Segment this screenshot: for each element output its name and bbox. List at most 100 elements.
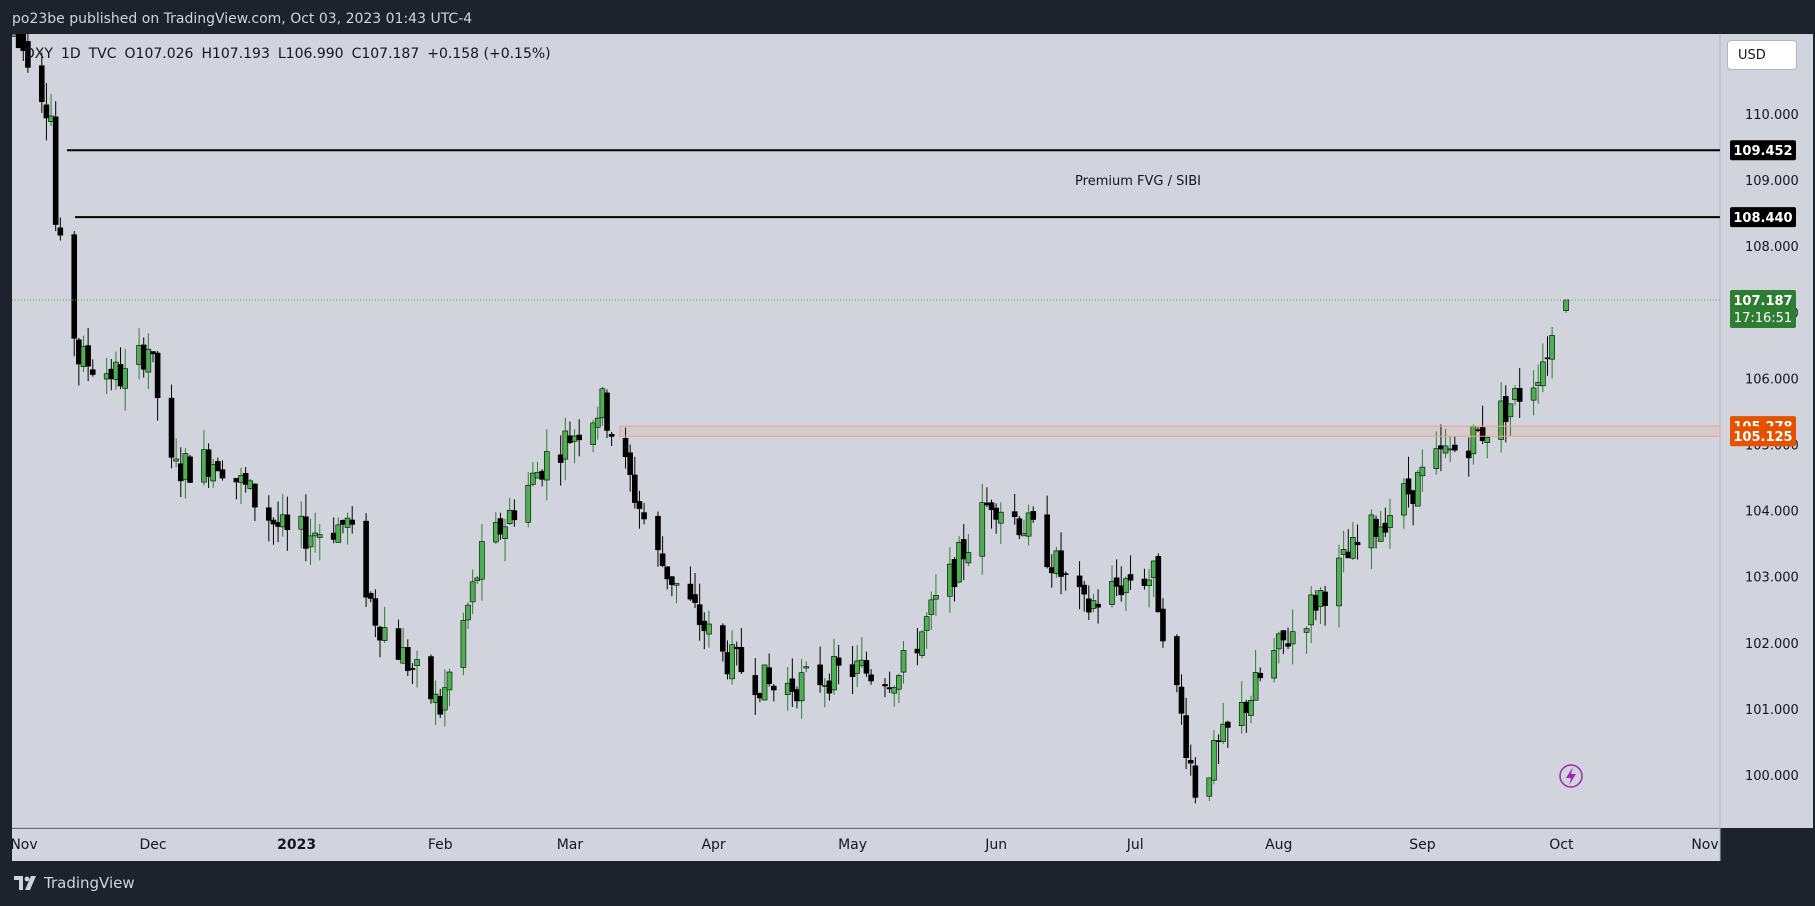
candle-body [298,515,305,530]
price-chart[interactable]: 100.000101.000102.000103.000104.000105.0… [0,34,1815,862]
candle-body [998,511,1004,524]
candle-body [534,472,541,479]
chart-area[interactable]: 100.000101.000102.000103.000104.000105.0… [0,34,1815,862]
y-tick-label: 110.000 [1745,108,1799,123]
candle-body [1118,585,1125,596]
candle-body [1021,533,1027,537]
candle-body [414,659,420,666]
candle-body [1044,514,1050,568]
candle-body [150,351,156,355]
zone-bottom-tag-bg [1730,426,1796,447]
candle-body [238,475,244,483]
candle-body [1178,686,1185,714]
x-tick-label: Dec [139,837,166,853]
y-tick-label: 108.000 [1745,240,1799,255]
candle-body [1340,549,1347,555]
candle-body [367,592,374,599]
candle-body [303,516,309,549]
candle-body [919,631,925,656]
candle-body [1313,595,1319,611]
candle-body [57,227,64,236]
candle-body [1484,436,1491,443]
candle-body [122,368,128,389]
lightning-icon-bolt [1566,767,1576,785]
candle-body [1507,403,1514,418]
candle-body [599,388,606,419]
candle-body [539,470,545,480]
candle-body [849,664,856,677]
candle-body [956,541,962,583]
candle-body [960,539,967,560]
candle-body [1211,740,1217,781]
candle-body [344,517,351,528]
legend-symbol[interactable]: DXY [24,46,53,62]
candle-body [766,667,772,684]
candle-body [1303,628,1310,633]
candle-body [1053,550,1060,574]
candle-body [409,668,416,670]
candle-body [1011,511,1018,517]
candle-body [594,417,601,428]
candle-body [882,684,888,687]
candle-body [233,477,240,483]
candle-body [1530,387,1537,401]
candle-body [1377,526,1384,542]
candle-body [669,576,675,585]
candle-body [1317,590,1324,607]
candle-body [1238,702,1245,726]
candle-body [530,472,536,485]
candle-body [1127,574,1134,581]
countdown-tag: 17:16:51 [1734,311,1792,326]
candle-body [1220,723,1226,742]
candle-body [145,348,152,373]
candle-body [340,519,346,525]
candle-body [25,41,31,68]
candle-body [761,664,768,701]
candle-body [720,625,726,652]
candle-body [636,501,643,509]
candle-body [627,452,633,475]
candle-body [947,563,953,597]
candle-body [465,604,471,621]
candle-body [1336,557,1342,607]
x-tick-label: Jun [984,837,1007,853]
y-tick-label: 102.000 [1745,637,1799,652]
candle-body [1368,514,1375,549]
x-tick-label: Nov [10,837,37,853]
candle-body [914,648,921,654]
candle-body [632,474,638,503]
candle-body [52,116,59,225]
candle-body [270,519,277,525]
tradingview-brand[interactable]: TradingView [14,874,135,892]
candle-body [1563,299,1569,311]
candle-body [859,659,865,666]
candle-body [1447,448,1453,451]
candle-body [1382,522,1389,533]
candle-body [330,532,337,540]
candle-body [1405,478,1412,495]
y-tick-label: 100.000 [1745,769,1799,784]
candle-body [316,534,323,538]
candle-body [1433,448,1440,469]
candle-body [794,689,800,702]
candle-body [497,518,504,535]
candle-body [219,469,226,479]
candle-body [48,115,54,123]
candle-body [835,657,842,666]
tradingview-brand-label: TradingView [44,874,135,892]
candle-body [1081,584,1087,595]
currency-button[interactable]: USD [1727,40,1797,70]
candle-body [1086,598,1092,613]
candle-body [1414,472,1421,507]
candle-body [502,526,508,539]
candle-body [696,604,703,626]
candle-body [1187,759,1194,764]
current-price-tag-bg [1730,289,1796,328]
candle-body [1215,740,1222,742]
candle-body [1438,445,1444,450]
candle-body [1248,700,1254,716]
candle-body [826,680,833,694]
candle-body [896,675,902,690]
candle-body [1257,672,1264,679]
candle-body [1095,603,1101,608]
